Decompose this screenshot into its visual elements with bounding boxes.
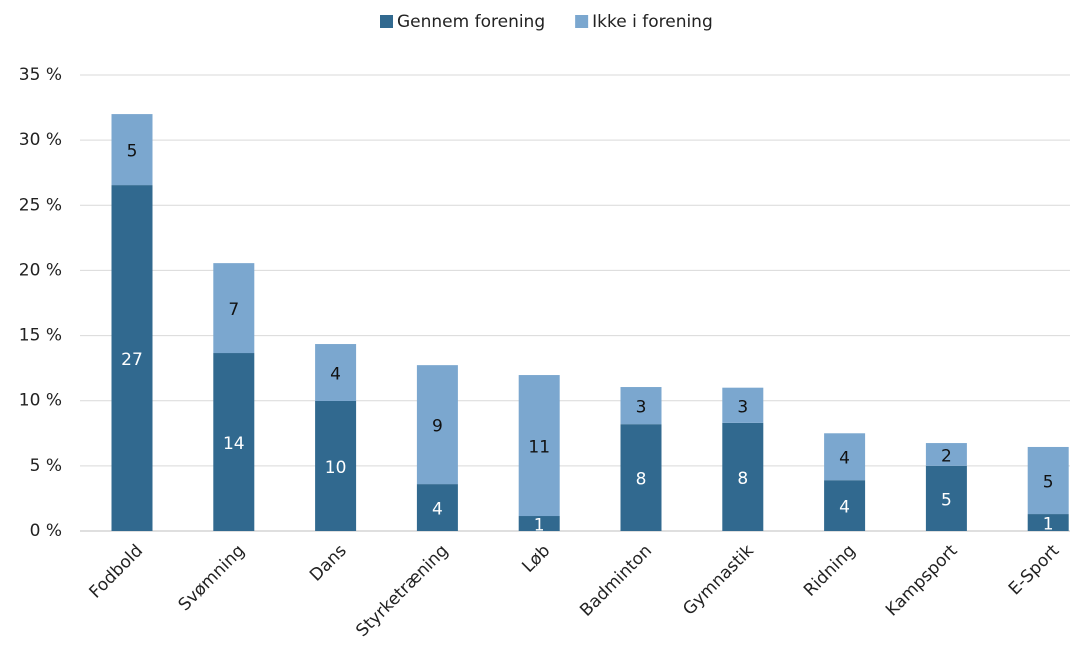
data-label: 3 — [737, 397, 748, 417]
y-tick-label: 15 % — [19, 326, 62, 346]
bar-segment — [213, 353, 255, 531]
data-label: 3 — [636, 398, 647, 418]
bar-segment — [111, 185, 153, 531]
data-label: 8 — [636, 470, 647, 490]
data-label: 27 — [121, 350, 143, 370]
x-tick-label: Gymnastik — [679, 541, 758, 620]
data-label: 1 — [534, 516, 545, 536]
bar-segment — [824, 433, 866, 481]
bar-segment — [1027, 514, 1069, 531]
y-tick-label: 35 % — [19, 65, 62, 85]
bar-segment — [620, 387, 662, 425]
data-label: 4 — [432, 500, 443, 520]
bar-segment — [111, 114, 153, 186]
x-tick-label: Fodbold — [85, 541, 147, 603]
data-label: 5 — [1043, 473, 1054, 493]
data-label: 8 — [737, 469, 748, 489]
y-tick-label: 10 % — [19, 391, 62, 411]
bar-segment — [416, 365, 458, 485]
y-tick-label: 30 % — [19, 130, 62, 150]
x-tick-label: E-Sport — [1005, 541, 1064, 600]
bar-segment — [620, 424, 662, 531]
data-label: 1 — [1043, 515, 1054, 535]
data-label: 4 — [330, 365, 341, 385]
bar-segment — [416, 484, 458, 531]
data-label: 4 — [839, 498, 850, 518]
data-label: 4 — [839, 449, 850, 469]
y-tick-label: 25 % — [19, 195, 62, 215]
data-label: 2 — [941, 446, 952, 466]
legend-swatch — [575, 15, 589, 28]
data-label: 10 — [325, 458, 347, 478]
bar-segment — [315, 344, 357, 401]
legend-label: Gennem forening — [397, 12, 545, 32]
y-tick-label: 0 % — [30, 521, 62, 541]
bar-segment — [518, 516, 560, 531]
data-label: 9 — [432, 417, 443, 437]
data-label: 14 — [223, 434, 245, 454]
x-tick-label: Badminton — [576, 541, 656, 621]
bar-segment — [925, 443, 967, 466]
x-tick-label: Styrketræning — [352, 541, 452, 641]
data-label: 5 — [941, 490, 952, 510]
data-label: 7 — [228, 300, 239, 320]
x-tick-label: Dans — [306, 541, 351, 586]
y-tick-label: 5 % — [30, 456, 62, 476]
x-tick-label: Svømning — [175, 541, 249, 615]
x-tick-label: Løb — [518, 541, 554, 577]
x-tick-label: Kampsport — [882, 541, 962, 621]
bar-segment — [925, 465, 967, 531]
y-tick-label: 20 % — [19, 260, 62, 280]
bar-segment — [824, 480, 866, 531]
bar-segment — [722, 387, 764, 423]
data-label: 5 — [127, 142, 138, 162]
bar-segment — [315, 400, 357, 531]
legend-label: Ikke i forening — [592, 12, 713, 32]
legend-swatch — [380, 15, 393, 28]
bar-segment — [1027, 446, 1069, 515]
bar-segment — [213, 263, 255, 354]
data-label: 11 — [528, 438, 550, 458]
bar-segment — [722, 422, 764, 531]
bar-segment — [518, 375, 560, 517]
x-tick-label: Ridning — [800, 541, 860, 601]
